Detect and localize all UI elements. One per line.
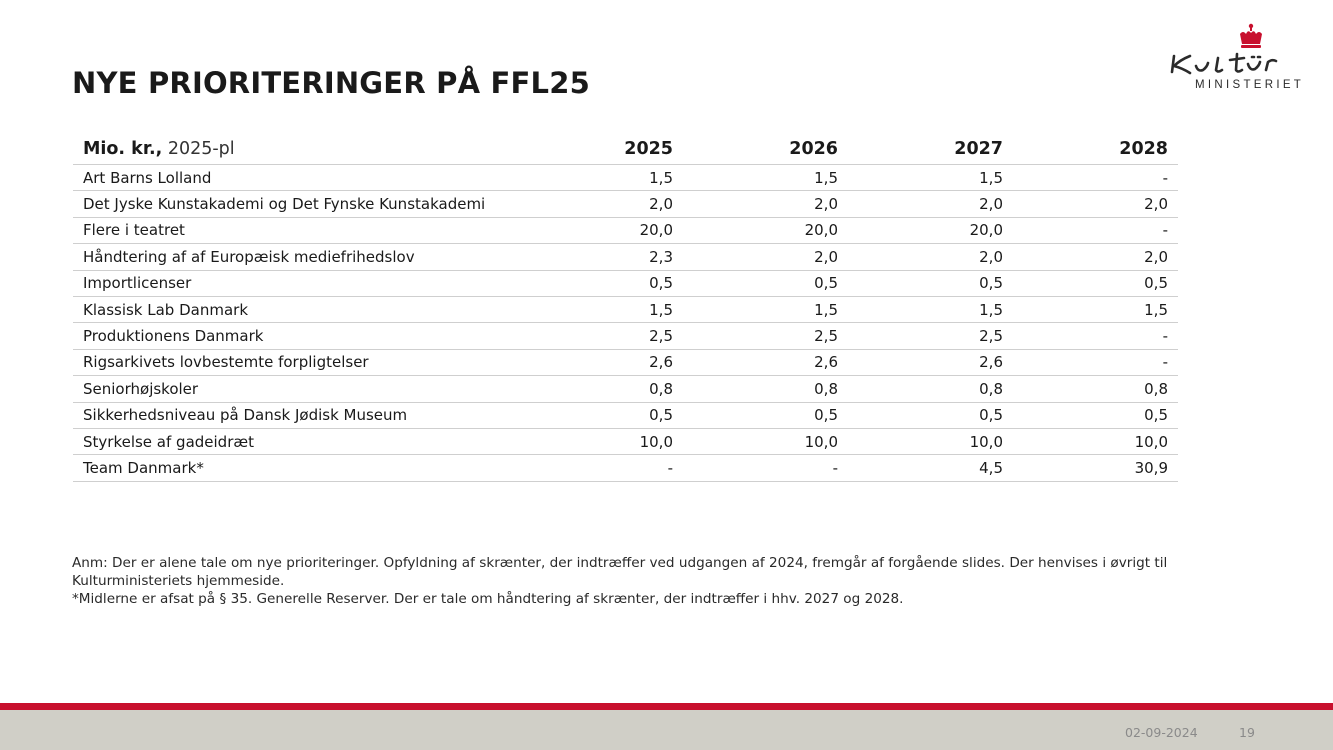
row-value: 0,5 <box>848 270 1013 297</box>
row-value: 10,0 <box>518 428 683 456</box>
row-value: 0,5 <box>683 270 848 297</box>
row-value: - <box>518 454 683 482</box>
row-value: 4,5 <box>848 454 1013 482</box>
row-value: 10,0 <box>683 428 848 456</box>
table-header-row: Mio. kr., 2025-pl 2025 2026 2027 2028 <box>73 134 1178 165</box>
slide-title: NYE PRIORITERINGER PÅ FFL25 <box>72 66 590 100</box>
header-unit-label: Mio. kr., 2025-pl <box>73 134 518 165</box>
footnotes: Anm: Der er alene tale om nye prioriteri… <box>72 554 1182 609</box>
row-value: - <box>1013 349 1178 377</box>
table-row: Rigsarkivets lovbestemte forpligtelser 2,… <box>73 349 1178 377</box>
header-year: 2028 <box>1013 134 1178 165</box>
row-label: Flere i teatret <box>73 217 518 245</box>
row-value: 2,0 <box>683 243 848 271</box>
row-label: Sikkerhedsniveau på Dansk Jødisk Museum <box>73 402 518 429</box>
row-value: 0,8 <box>518 375 683 403</box>
table-row: Importlicenser 0,5 0,5 0,5 0,5 <box>73 270 1178 297</box>
footer-red-stripe <box>0 703 1333 710</box>
row-value: 0,5 <box>848 402 1013 429</box>
table-row: Art Barns Lolland 1,5 1,5 1,5- <box>73 164 1178 192</box>
row-value: 1,5 <box>683 296 848 324</box>
page-number: 19 <box>1239 725 1255 740</box>
kulturministeriet-logo: MINISTERIET <box>1160 20 1320 100</box>
row-value: 1,5 <box>1013 296 1178 324</box>
table-row: Håndtering af af Europæisk mediefrihedsl… <box>73 243 1178 271</box>
row-value: 2,6 <box>683 349 848 377</box>
footer-date: 02-09-2024 <box>1125 725 1198 740</box>
row-value: 2,0 <box>518 190 683 218</box>
row-value: 2,0 <box>1013 190 1178 218</box>
row-label: Klassisk Lab Danmark <box>73 296 518 324</box>
header-year: 2025 <box>518 134 683 165</box>
row-label: Rigsarkivets lovbestemte forpligtelser <box>73 349 518 377</box>
row-value: 2,3 <box>518 243 683 271</box>
row-value: 1,5 <box>518 164 683 192</box>
row-label: Importlicenser <box>73 270 518 297</box>
row-value: 2,6 <box>518 349 683 377</box>
row-value: 0,8 <box>1013 375 1178 403</box>
row-label: Produktionens Danmark <box>73 322 518 350</box>
row-value: 2,5 <box>848 322 1013 350</box>
row-value: 20,0 <box>518 217 683 245</box>
row-value: 2,0 <box>683 190 848 218</box>
row-value: 1,5 <box>683 164 848 192</box>
row-value: 2,0 <box>1013 243 1178 271</box>
row-value: - <box>1013 164 1178 192</box>
row-value: 1,5 <box>848 164 1013 192</box>
header-year: 2027 <box>848 134 1013 165</box>
row-value: 1,5 <box>518 296 683 324</box>
row-value: - <box>1013 217 1178 245</box>
row-value: - <box>1013 322 1178 350</box>
footer-bar <box>0 710 1333 750</box>
table-row: Seniorhøjskoler 0,8 0,8 0,8 0,8 <box>73 375 1178 403</box>
row-value: 10,0 <box>848 428 1013 456</box>
row-value: 1,5 <box>848 296 1013 324</box>
table-row: Klassisk Lab Danmark 1,5 1,5 1,5 1,5 <box>73 296 1178 324</box>
row-value: 2,5 <box>518 322 683 350</box>
row-label: Det Jyske Kunstakademi og Det Fynske Kun… <box>73 190 518 218</box>
row-value: 0,5 <box>1013 270 1178 297</box>
row-value: 20,0 <box>683 217 848 245</box>
row-label: Håndtering af af Europæisk mediefrihedsl… <box>73 243 518 271</box>
table-row: Flere i teatret 20,0 20,0 20,0- <box>73 217 1178 245</box>
row-value: - <box>683 454 848 482</box>
table-row: Team Danmark* - -4,5 30,9 <box>73 454 1178 482</box>
row-value: 0,5 <box>1013 402 1178 429</box>
logo-subtitle: MINISTERIET <box>1195 79 1305 91</box>
table-row: Det Jyske Kunstakademi og Det Fynske Kun… <box>73 190 1178 218</box>
crown-icon <box>1170 23 1278 75</box>
row-value: 2,0 <box>848 243 1013 271</box>
row-value: 0,8 <box>848 375 1013 403</box>
table-row: Sikkerhedsniveau på Dansk Jødisk Museum 0… <box>73 402 1178 429</box>
note-remark: Anm: Der er alene tale om nye prioriteri… <box>72 555 1168 590</box>
row-label: Team Danmark* <box>73 454 518 482</box>
table-row: Styrkelse af gadeidræt 10,0 10,0 10,0 10,0 <box>73 428 1178 456</box>
priorities-table: Mio. kr., 2025-pl 2025 2026 2027 2028 Ar… <box>73 134 1178 482</box>
row-value: 0,5 <box>518 270 683 297</box>
row-label: Seniorhøjskoler <box>73 375 518 403</box>
row-value: 2,0 <box>848 190 1013 218</box>
row-value: 2,6 <box>848 349 1013 377</box>
row-label: Styrkelse af gadeidræt <box>73 428 518 456</box>
row-value: 0,8 <box>683 375 848 403</box>
note-asterisk: *Midlerne er afsat på § 35. Generelle Re… <box>72 591 904 608</box>
row-value: 20,0 <box>848 217 1013 245</box>
row-label: Art Barns Lolland <box>73 164 518 192</box>
row-value: 2,5 <box>683 322 848 350</box>
table-row: Produktionens Danmark 2,5 2,5 2,5- <box>73 322 1178 350</box>
row-value: 10,0 <box>1013 428 1178 456</box>
row-value: 0,5 <box>683 402 848 429</box>
row-value: 0,5 <box>518 402 683 429</box>
row-value: 30,9 <box>1013 454 1178 482</box>
header-year: 2026 <box>683 134 848 165</box>
